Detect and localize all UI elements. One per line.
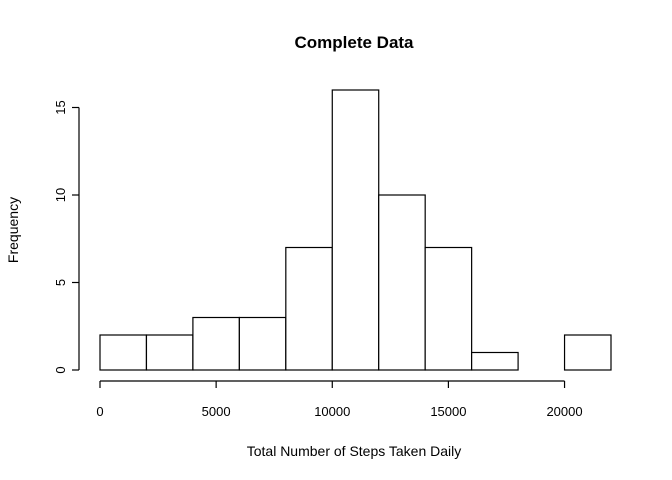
x-axis-label: Total Number of Steps Taken Daily bbox=[247, 443, 462, 459]
y-tick-label: 0 bbox=[53, 366, 68, 373]
x-tick-label: 20000 bbox=[546, 404, 582, 419]
chart-title: Complete Data bbox=[294, 33, 414, 52]
histogram-bar bbox=[285, 246, 333, 371]
histogram-bar bbox=[99, 334, 148, 371]
bars-group bbox=[99, 89, 612, 371]
x-tick-label: 0 bbox=[96, 404, 103, 419]
histogram-bar bbox=[238, 316, 287, 371]
x-tick-label: 10000 bbox=[314, 404, 350, 419]
y-tick-label: 15 bbox=[53, 100, 68, 114]
histogram-bar bbox=[563, 334, 612, 371]
y-axis: 0 5 10 15 bbox=[53, 100, 80, 374]
x-tick-label: 5000 bbox=[202, 404, 231, 419]
y-tick-label: 5 bbox=[53, 279, 68, 286]
histogram-bar bbox=[424, 246, 473, 371]
histogram-bar bbox=[145, 334, 194, 371]
histogram-bar bbox=[192, 316, 240, 371]
histogram-bar bbox=[331, 89, 380, 371]
y-tick-label: 10 bbox=[53, 188, 68, 202]
x-axis: 0 5000 10000 15000 20000 bbox=[96, 380, 583, 419]
histogram-bar bbox=[378, 194, 426, 371]
x-tick-label: 15000 bbox=[430, 404, 466, 419]
y-axis-label: Frequency bbox=[5, 197, 21, 263]
histogram-bar bbox=[471, 351, 519, 371]
